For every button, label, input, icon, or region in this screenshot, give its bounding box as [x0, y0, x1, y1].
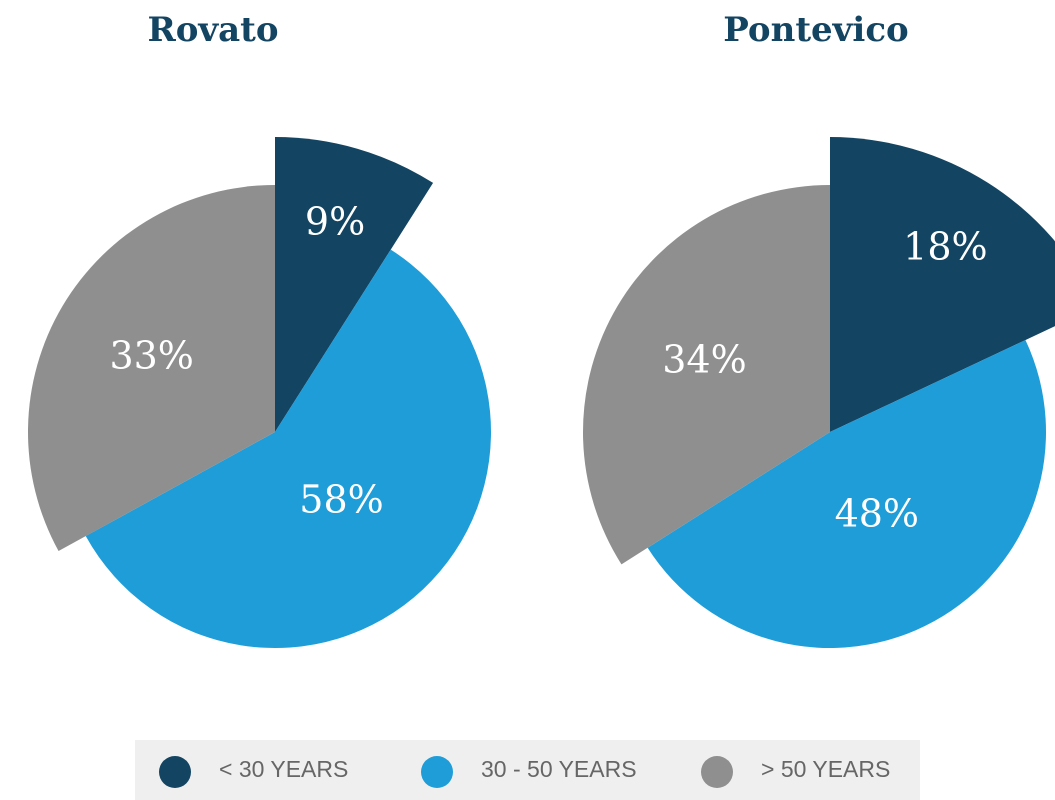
pie-slice [85, 249, 492, 648]
legend-swatch [701, 756, 733, 788]
pie-slice [830, 137, 1055, 432]
legend-box [135, 740, 920, 800]
legend-label: 30 - 50 YEARS [481, 756, 637, 782]
chart-title: Pontevico [723, 10, 908, 50]
pie-slice [28, 185, 275, 551]
legend-swatch [421, 756, 453, 788]
pie-slice [583, 185, 830, 565]
slice-label: 48% [835, 492, 919, 536]
pie-slice [647, 340, 1047, 649]
legend-swatch [159, 756, 191, 788]
slice-label: 33% [109, 334, 193, 378]
slice-label: 34% [662, 337, 746, 381]
slice-label: 58% [299, 477, 383, 521]
slice-label: 18% [903, 225, 987, 269]
slice-label: 9% [305, 200, 365, 244]
chart-title: Rovato [147, 10, 278, 50]
legend-label: > 50 YEARS [761, 756, 890, 782]
pie-slice [275, 137, 434, 432]
legend-label: < 30 YEARS [219, 756, 348, 782]
